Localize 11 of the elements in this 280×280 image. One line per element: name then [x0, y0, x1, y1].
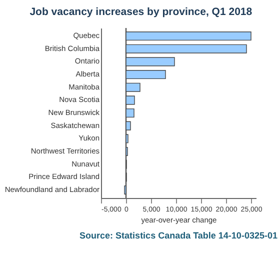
bar	[126, 32, 252, 41]
bar	[126, 96, 135, 105]
chart-title: Job vacancy increases by province, Q1 2018	[30, 6, 252, 18]
bar	[126, 134, 128, 144]
source-note: Source: Statistics Canada Table 14-10-0325-01	[80, 230, 278, 240]
bar	[126, 82, 140, 92]
bar	[126, 44, 247, 54]
bar	[126, 108, 134, 118]
bar	[126, 57, 175, 66]
bar	[126, 70, 166, 80]
bar	[126, 121, 131, 130]
